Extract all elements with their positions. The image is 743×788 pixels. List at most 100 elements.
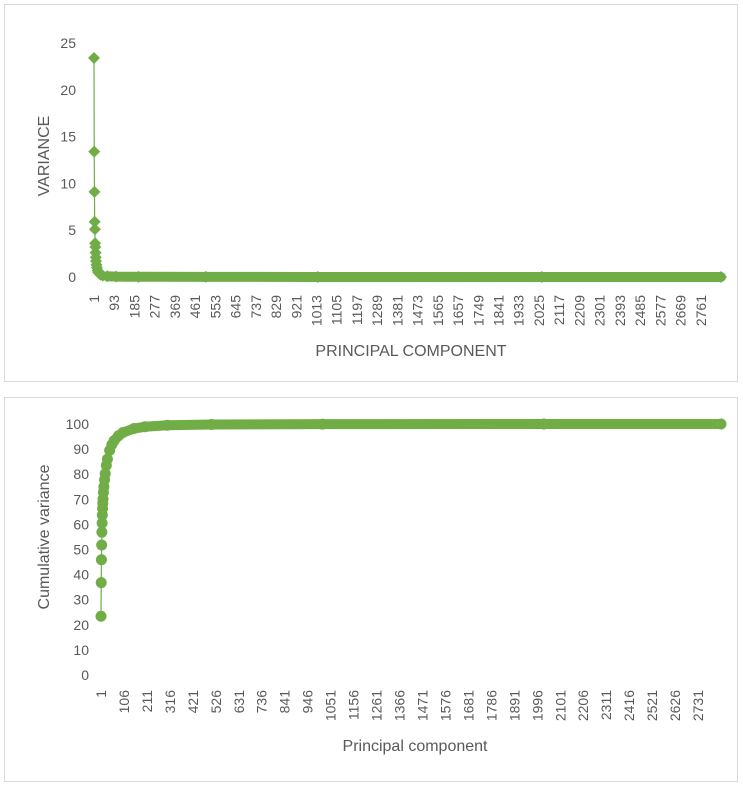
- data-point-circle: [96, 517, 108, 529]
- x-tick-label: 2416: [621, 690, 637, 721]
- x-tick-label: 2577: [652, 295, 668, 326]
- data-point-circle: [95, 610, 107, 622]
- data-point-diamond: [88, 145, 101, 158]
- x-tick-label: 829: [268, 295, 284, 319]
- data-point-circle: [139, 421, 151, 433]
- data-point-circle: [95, 577, 107, 589]
- x-tick-label: 736: [254, 690, 270, 714]
- x-tick-label: 1: [93, 690, 109, 698]
- x-tick-label: 2301: [592, 295, 608, 326]
- x-tick-label: 1565: [430, 295, 446, 326]
- y-axis-ticks: 0 5 10 15 20 25: [60, 35, 76, 285]
- y-tick-label: 0: [81, 667, 89, 683]
- x-tick-label: 2669: [673, 295, 689, 326]
- variance-chart-panel: 0 5 10 15 20 25 1 93 185 277 369 461 553 645 737 829 92…: [4, 4, 738, 382]
- x-tick-label: 1996: [529, 690, 545, 721]
- x-tick-label: 1156: [346, 690, 362, 720]
- y-tick-label: 50: [73, 542, 89, 558]
- data-point-circle: [101, 453, 113, 465]
- y-tick-label: 20: [60, 82, 76, 98]
- x-tick-label: 93: [106, 295, 122, 311]
- data-point-circle: [161, 419, 173, 431]
- y-tick-label: 5: [68, 222, 76, 238]
- data-point-circle: [316, 418, 328, 430]
- y-axis-ticks: 0 10 20 30 40 50 60 70 80 90 100: [66, 416, 90, 683]
- data-point-circle: [99, 468, 111, 480]
- data-point-circle: [538, 418, 550, 430]
- data-point-circle: [96, 526, 108, 538]
- x-tick-label: 1786: [483, 690, 499, 721]
- data-point-diamond: [715, 270, 727, 283]
- y-axis-title: Cumulative variance: [36, 464, 53, 609]
- y-tick-label: 80: [73, 466, 89, 482]
- x-tick-label: 1013: [308, 295, 324, 326]
- x-tick-label: 1289: [369, 295, 385, 326]
- x-tick-label: 1891: [506, 690, 522, 721]
- data-point-diamond: [199, 270, 212, 283]
- series-line: [100, 423, 722, 617]
- data-point-circle: [715, 418, 727, 430]
- x-tick-label: 737: [248, 295, 264, 319]
- x-tick-label: 2393: [612, 295, 628, 326]
- x-tick-label: 2206: [575, 690, 591, 721]
- x-tick-label: 1841: [491, 295, 507, 326]
- data-point-circle: [128, 423, 140, 435]
- x-tick-label: 1051: [323, 690, 339, 721]
- x-tick-label: 1471: [414, 690, 430, 721]
- data-point-diamond: [101, 270, 114, 283]
- x-tick-label: 946: [300, 690, 316, 714]
- data-point-diamond: [535, 270, 548, 283]
- data-point-circle: [117, 427, 129, 439]
- x-tick-label: 1105: [329, 295, 345, 325]
- x-axis-ticks: 1 93 185 277 369 461 553 645 737 829 921 1013 1105 11…: [86, 295, 709, 326]
- x-axis-title: Principal component: [343, 738, 489, 755]
- x-tick-label: 1576: [437, 690, 453, 721]
- data-point-diamond: [110, 270, 123, 283]
- data-point-diamond: [88, 185, 101, 198]
- x-tick-label: 1473: [410, 295, 426, 326]
- data-point-circle: [96, 539, 108, 551]
- x-tick-label: 2731: [690, 690, 706, 721]
- x-tick-label: 1749: [470, 295, 486, 326]
- series-variance: [88, 51, 727, 283]
- x-tick-label: 2101: [552, 690, 568, 721]
- data-point-circle: [206, 419, 218, 431]
- x-tick-label: 645: [228, 295, 244, 319]
- x-tick-label: 277: [147, 295, 163, 319]
- data-point-diamond: [132, 270, 145, 283]
- x-tick-label: 526: [208, 690, 224, 714]
- x-tick-label: 1933: [511, 295, 527, 326]
- y-tick-label: 0: [68, 269, 76, 285]
- y-tick-label: 90: [73, 441, 89, 457]
- y-tick-label: 60: [73, 516, 89, 532]
- series-marker-band: [109, 419, 726, 446]
- y-tick-label: 30: [73, 592, 89, 608]
- x-tick-label: 841: [277, 690, 293, 714]
- series-line: [93, 57, 722, 278]
- data-point-circle: [95, 554, 107, 566]
- x-tick-label: 1261: [369, 690, 385, 721]
- x-tick-label: 316: [162, 690, 178, 714]
- x-tick-label: 185: [126, 295, 142, 319]
- x-tick-label: 1366: [392, 690, 408, 721]
- x-tick-label: 1381: [389, 295, 405, 326]
- y-tick-label: 25: [60, 35, 76, 51]
- x-tick-label: 2521: [644, 690, 660, 721]
- x-tick-label: 2025: [531, 295, 547, 326]
- data-point-diamond: [88, 51, 100, 64]
- x-tick-label: 2761: [693, 295, 709, 326]
- x-tick-label: 2485: [632, 295, 648, 326]
- x-tick-label: 921: [288, 295, 304, 319]
- x-tick-label: 2626: [667, 690, 683, 721]
- y-tick-label: 10: [60, 175, 76, 191]
- x-tick-label: 2311: [598, 690, 614, 720]
- x-tick-label: 211: [139, 690, 155, 713]
- x-tick-label: 2209: [571, 295, 587, 326]
- x-tick-label: 1197: [349, 295, 365, 325]
- x-tick-label: 1: [86, 295, 102, 303]
- y-tick-label: 10: [73, 642, 89, 658]
- x-tick-label: 421: [185, 690, 201, 714]
- cumulative-variance-chart-panel: 0 10 20 30 40 50 60 70 80 90 100 1 106 211 316 421 526 6…: [4, 397, 738, 782]
- x-axis-ticks: 1 106 211 316 421 526 631 736 841 946 1051 1156 1261…: [93, 690, 706, 721]
